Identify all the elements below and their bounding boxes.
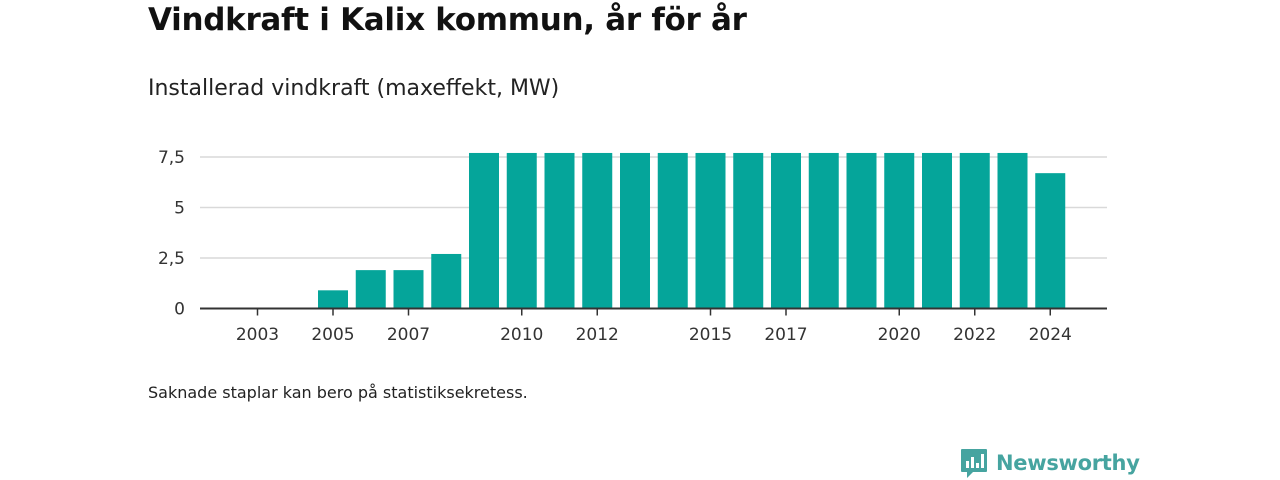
bar-2008 [431, 253, 462, 309]
bars [318, 152, 1066, 309]
x-tick-label: 2022 [953, 325, 996, 345]
y-tick-label: 5 [174, 199, 185, 219]
bar-2013 [620, 152, 650, 309]
bar-2021 [922, 152, 952, 309]
chart-title: Vindkraft i Kalix kommun, år för år [148, 2, 747, 38]
axes: 0 2,5 5 7,5 2003 2005 2007 2010 2012 2015 2017 2020… [158, 148, 1107, 345]
bar-chart: 0 2,5 5 7,5 2003 2005 2007 2010 2012 2015 2017 2020… [158, 148, 1107, 345]
bar-2017 [771, 152, 801, 309]
brand-name: Newsworthy [996, 451, 1140, 475]
bar-2007 [393, 270, 424, 309]
bar-2015 [695, 152, 726, 309]
bar-2009 [469, 152, 499, 309]
bar-2022 [959, 152, 990, 309]
bar-2011 [544, 152, 575, 309]
bar-2005 [318, 290, 348, 309]
x-tick-label: 2020 [878, 325, 921, 345]
bar-2023 [997, 152, 1028, 309]
bar-2019 [846, 152, 877, 309]
y-tick-label: 2,5 [158, 249, 185, 269]
bar-2024 [1035, 173, 1066, 309]
bar-2012 [582, 152, 613, 309]
bar-2016 [733, 152, 764, 309]
y-tick-label: 7,5 [158, 148, 185, 168]
x-tick-label: 2024 [1029, 325, 1072, 345]
x-tick-label: 2010 [500, 325, 543, 345]
footnote: Saknade staplar kan bero på statistiksek… [148, 383, 528, 402]
x-tick-label: 2005 [311, 325, 354, 345]
x-tick-label: 2007 [387, 325, 430, 345]
bar-2018 [808, 152, 839, 309]
newsworthy-logo-icon [961, 449, 987, 478]
chart-subtitle: Installerad vindkraft (maxeffekt, MW) [148, 76, 560, 101]
x-tick-label: 2015 [689, 325, 732, 345]
brand-logo: Newsworthy [960, 446, 1140, 480]
y-tick-label: 0 [174, 300, 185, 320]
bar-2014 [657, 152, 688, 309]
bar-2006 [355, 270, 386, 309]
x-tick-label: 2012 [576, 325, 619, 345]
bar-2010 [506, 152, 537, 309]
x-tick-label: 2003 [236, 325, 279, 345]
x-tick-label: 2017 [764, 325, 807, 345]
bar-2020 [884, 152, 915, 309]
gridlines [200, 156, 1107, 259]
